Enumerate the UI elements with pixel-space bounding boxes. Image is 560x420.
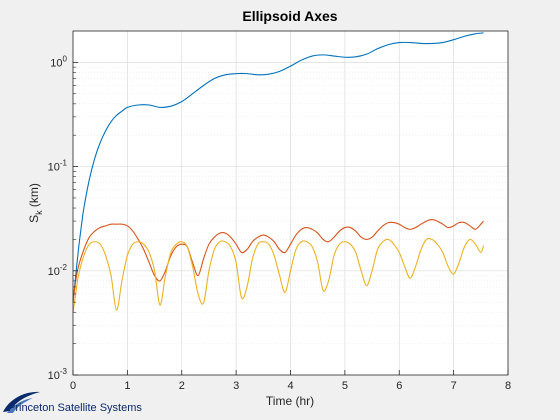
y-tick-label: 100 [50,54,67,69]
y-tick-label-exponent: -1 [60,159,68,168]
x-tick-label: 8 [505,380,511,392]
x-tick-label: 7 [451,380,457,392]
y-tick-label-base: 10 [48,266,60,278]
y-axis-label-unit: (km) [27,183,41,210]
y-axis-label: Sk (km) [27,183,44,223]
series-layer [72,32,485,313]
y-tick-label-base: 10 [48,162,60,174]
y-tick-label-exponent: -2 [60,263,68,272]
series-line-3 [72,237,485,313]
series-line-2 [72,219,484,303]
y-tick-label-exponent: -3 [60,367,68,376]
x-tick-label: 0 [70,380,76,392]
series-line-1 [72,32,484,303]
minor-grid [73,66,508,344]
y-tick-label: 10-3 [48,367,68,382]
x-tick-label: 5 [342,380,348,392]
logo-text: Princeton Satellite Systems [8,402,142,414]
x-tick-label: 6 [396,380,402,392]
princeton-logo: Princeton Satellite Systems [3,391,142,414]
y-tick-label-exponent: 0 [63,54,68,63]
x-axis-label: Time (hr) [266,394,314,408]
y-axis-label-subscript: k [34,210,44,215]
x-tick-label: 3 [233,380,239,392]
x-tick-label: 1 [124,380,130,392]
x-axis-ticks: 0 1 2 3 4 5 6 7 8 [70,370,511,392]
y-tick-label: 10-1 [48,159,68,174]
y-axis-label-base: S [27,215,41,223]
y-tick-label-base: 10 [50,57,62,69]
x-tick-label: 2 [179,380,185,392]
swoosh-logo-icon [3,391,40,412]
x-tick-label: 4 [287,380,293,392]
swoosh-logo-accent-icon [7,398,33,413]
y-tick-label: 10-2 [48,263,68,278]
y-tick-label-base: 10 [48,370,60,382]
chart-title: Ellipsoid Axes [242,8,337,24]
